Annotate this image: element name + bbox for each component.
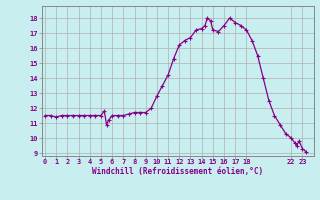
X-axis label: Windchill (Refroidissement éolien,°C): Windchill (Refroidissement éolien,°C) (92, 167, 263, 176)
